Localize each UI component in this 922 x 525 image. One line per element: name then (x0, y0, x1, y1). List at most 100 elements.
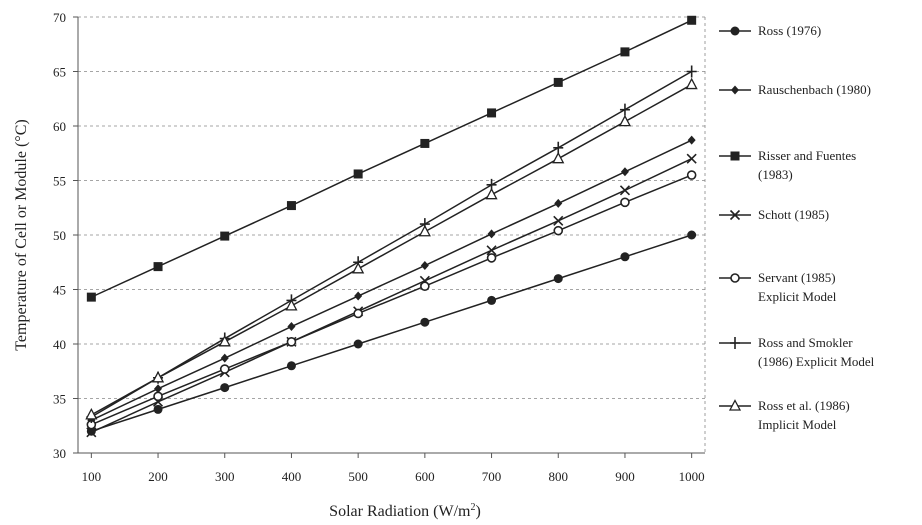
x-tick-label: 900 (615, 469, 635, 484)
data-point (553, 77, 563, 87)
data-point (353, 339, 363, 349)
x-tick-label: 100 (82, 469, 102, 484)
data-point (85, 407, 98, 420)
data-point (487, 108, 497, 118)
data-point (220, 353, 229, 363)
legend-label: Risser and Fuentes (758, 148, 856, 163)
legend-item-6: Ross and Smokler (1986) Explicit Model (719, 335, 875, 369)
legend-item-4: Schott (1985) (719, 207, 829, 222)
data-point (618, 114, 632, 127)
data-point (686, 65, 697, 78)
data-point (86, 427, 97, 438)
data-point (553, 141, 564, 154)
data-point (153, 391, 163, 402)
data-point (486, 245, 497, 256)
x-tick-label: 400 (282, 469, 302, 484)
series-line (90, 70, 693, 418)
data-point (485, 187, 498, 200)
legend-item-3: Risser and Fuentes (1983) (719, 148, 856, 182)
series-line (91, 174, 692, 426)
legend-item-7: Ross et al. (1986) Implicit Model (719, 398, 850, 432)
series-5 (86, 170, 697, 430)
legend-label: Schott (1985) (758, 207, 829, 222)
data-point (153, 262, 163, 272)
x-tick-label: 500 (348, 469, 368, 484)
data-point (553, 225, 564, 236)
legend-marker (730, 337, 740, 349)
data-point (687, 135, 696, 145)
legend-marker (730, 26, 740, 36)
data-point (352, 261, 365, 274)
legend: Ross (1976) Rauschenbach (1980) Risser and… (719, 23, 875, 432)
data-point (687, 15, 697, 25)
series-line (91, 158, 692, 433)
x-axis-label-main: Solar Radiation (W/m (329, 503, 471, 520)
data-point (619, 103, 630, 116)
y-tick-label: 45 (53, 283, 66, 298)
x-tick-label: 800 (549, 469, 569, 484)
series-3 (86, 15, 697, 302)
data-point (353, 308, 363, 319)
legend-marker (730, 151, 740, 161)
y-tick-label: 70 (53, 10, 66, 25)
legend-item-2: Rauschenbach (1980) (719, 82, 871, 97)
data-point (154, 384, 163, 394)
data-point (620, 197, 630, 208)
data-point (620, 47, 630, 57)
y-tick-label: 65 (53, 65, 66, 80)
series-2 (87, 135, 696, 425)
data-point (687, 230, 697, 240)
data-point (285, 298, 298, 311)
gridlines (78, 16, 705, 399)
y-tick-label: 40 (53, 337, 66, 352)
data-point (686, 170, 697, 180)
series-4 (86, 153, 697, 438)
data-point (353, 169, 363, 179)
legend-label: Rauschenbach (1980) (758, 82, 871, 97)
data-point (153, 404, 163, 414)
x-tick-label: 600 (415, 469, 435, 484)
series-7 (85, 77, 698, 420)
legend-label: Ross et al. (1986) (758, 398, 850, 413)
legend-label: (1983) (758, 167, 793, 182)
y-tick-label: 30 (53, 446, 66, 461)
data-point (220, 383, 230, 393)
legend-label: Implicit Model (758, 417, 837, 432)
data-point (420, 261, 429, 271)
data-point (620, 167, 629, 177)
series-line (91, 139, 692, 421)
x-axis-label-superscript: 2 (470, 502, 475, 513)
data-point (286, 361, 296, 371)
legend-item-5: Servant (1985) Explicit Model (719, 270, 837, 304)
legend-marker (729, 209, 741, 221)
y-tick-label: 35 (53, 392, 66, 407)
data-point (219, 364, 230, 374)
data-point (620, 252, 630, 262)
data-point (420, 281, 430, 292)
data-point (686, 153, 697, 164)
series-6 (86, 65, 697, 424)
legend-label: Explicit Model (758, 289, 837, 304)
x-axis-label: Solar Radiation (W/m2) (329, 502, 481, 520)
data-point (553, 274, 563, 284)
x-tick-label: 700 (482, 469, 502, 484)
data-point (487, 295, 497, 305)
series-1 (86, 230, 697, 436)
data-point (286, 337, 297, 347)
y-tick-label: 55 (53, 174, 66, 189)
data-point (619, 185, 631, 196)
legend-label: Ross and Smokler (758, 335, 853, 350)
series-line (90, 83, 693, 416)
series-line (91, 19, 692, 298)
data-point (218, 334, 231, 347)
y-axis-label: Temperature of Cell or Module (°C) (13, 119, 30, 350)
data-point (553, 215, 564, 226)
data-point (287, 322, 296, 332)
series-group (85, 15, 698, 438)
legend-item-1: Ross (1976) (719, 23, 821, 38)
series-line (91, 234, 692, 432)
legend-label: Servant (1985) (758, 270, 836, 285)
x-tick-label: 1000 (679, 469, 705, 484)
y-tick-label: 50 (53, 228, 66, 243)
